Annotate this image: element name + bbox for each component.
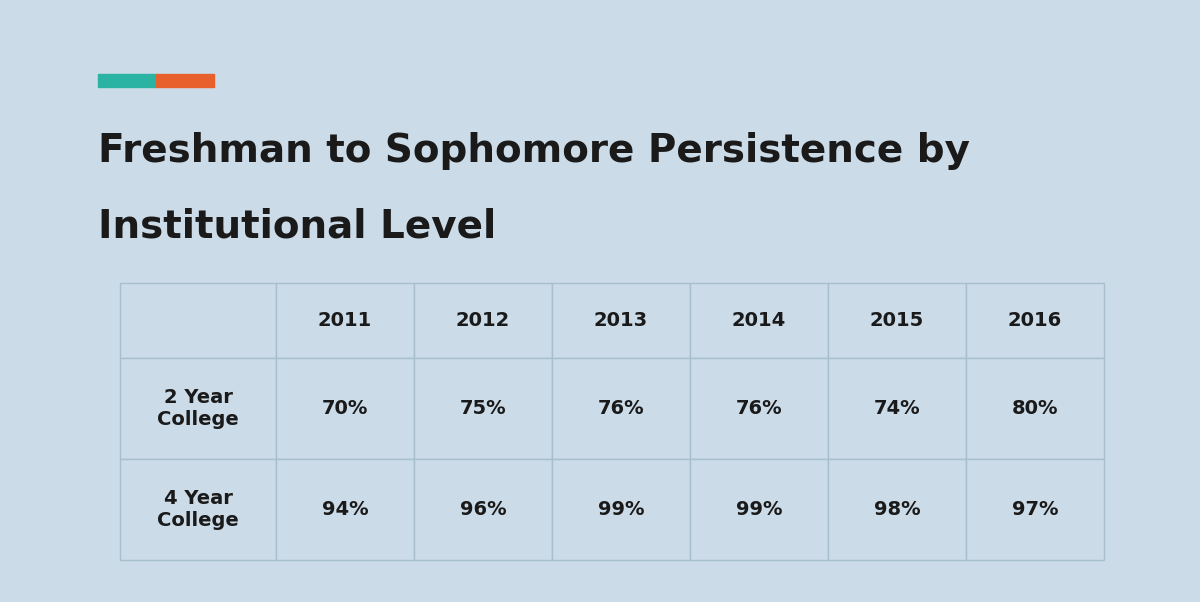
Bar <box>120 358 276 459</box>
Bar <box>98 74 156 87</box>
Bar <box>828 283 966 358</box>
Text: 97%: 97% <box>1012 500 1058 519</box>
Text: 74%: 74% <box>874 399 920 418</box>
Text: 70%: 70% <box>322 399 368 418</box>
Bar <box>552 358 690 459</box>
Text: 80%: 80% <box>1012 399 1058 418</box>
Text: 94%: 94% <box>322 500 368 519</box>
Text: 99%: 99% <box>736 500 782 519</box>
Bar <box>966 459 1104 560</box>
Text: 96%: 96% <box>460 500 506 519</box>
Text: 2016: 2016 <box>1008 311 1062 330</box>
Bar <box>156 74 214 87</box>
Bar <box>690 459 828 560</box>
Text: 75%: 75% <box>460 399 506 418</box>
Text: 76%: 76% <box>598 399 644 418</box>
Bar <box>276 283 414 358</box>
Text: Institutional Level: Institutional Level <box>98 208 497 246</box>
Text: 76%: 76% <box>736 399 782 418</box>
Text: 2013: 2013 <box>594 311 648 330</box>
Text: Freshman to Sophomore Persistence by: Freshman to Sophomore Persistence by <box>98 132 971 170</box>
Text: 2015: 2015 <box>870 311 924 330</box>
Bar <box>966 358 1104 459</box>
Bar <box>690 283 828 358</box>
Text: 99%: 99% <box>598 500 644 519</box>
Bar <box>552 459 690 560</box>
Bar <box>276 459 414 560</box>
Bar <box>966 283 1104 358</box>
Bar <box>414 358 552 459</box>
Text: 4 Year
College: 4 Year College <box>157 489 239 530</box>
Bar <box>120 459 276 560</box>
Bar <box>690 358 828 459</box>
Text: 2011: 2011 <box>318 311 372 330</box>
Text: 2014: 2014 <box>732 311 786 330</box>
Bar <box>414 283 552 358</box>
Text: 98%: 98% <box>874 500 920 519</box>
Bar <box>120 283 276 358</box>
Bar <box>552 283 690 358</box>
Bar <box>828 459 966 560</box>
Bar <box>414 459 552 560</box>
Bar <box>276 358 414 459</box>
Bar <box>828 358 966 459</box>
Text: 2 Year
College: 2 Year College <box>157 388 239 429</box>
Text: 2012: 2012 <box>456 311 510 330</box>
